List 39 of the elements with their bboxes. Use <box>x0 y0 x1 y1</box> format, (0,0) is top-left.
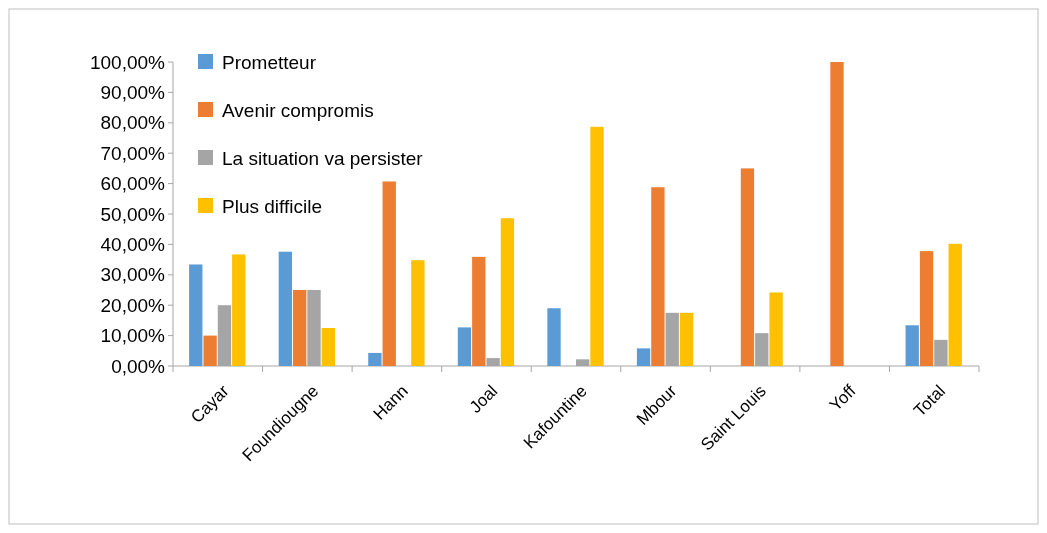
y-tick-label: 30,00% <box>100 264 166 286</box>
bar <box>948 243 962 366</box>
bar <box>278 251 292 366</box>
bar <box>382 181 396 366</box>
bar <box>740 168 755 366</box>
bar <box>321 328 335 366</box>
bar <box>919 251 934 366</box>
bar <box>203 335 217 366</box>
bar <box>472 256 486 366</box>
bar <box>830 62 844 366</box>
bar <box>293 290 307 366</box>
legend-label: Avenir compromis <box>222 99 374 121</box>
y-tick-label: 100,00% <box>89 51 166 73</box>
bar <box>500 218 515 366</box>
y-tick-label: 50,00% <box>100 203 166 225</box>
legend-label: Prometteur <box>222 51 317 73</box>
bar <box>368 352 382 366</box>
bar <box>189 264 203 366</box>
y-tick-label: 80,00% <box>100 112 166 134</box>
y-tick-label: 20,00% <box>100 294 166 316</box>
bar <box>905 325 919 366</box>
y-tick-label: 60,00% <box>100 173 166 195</box>
y-tick-label: 0,00% <box>111 355 166 377</box>
bar <box>411 260 425 366</box>
y-tick-label: 90,00% <box>100 82 166 104</box>
y-tick-label: 40,00% <box>100 234 166 256</box>
legend-label: La situation va persister <box>222 147 424 169</box>
bar <box>547 308 561 366</box>
bar <box>651 187 665 366</box>
legend-label: Plus difficile <box>222 195 322 217</box>
bar <box>679 312 694 366</box>
x-tick-label: Yoff <box>826 381 860 415</box>
bar <box>232 254 246 366</box>
bar <box>590 126 604 366</box>
bar <box>457 327 472 366</box>
bar <box>636 348 651 366</box>
y-tick-label: 10,00% <box>100 325 166 347</box>
y-tick-label: 70,00% <box>100 142 166 164</box>
bar <box>769 292 783 366</box>
